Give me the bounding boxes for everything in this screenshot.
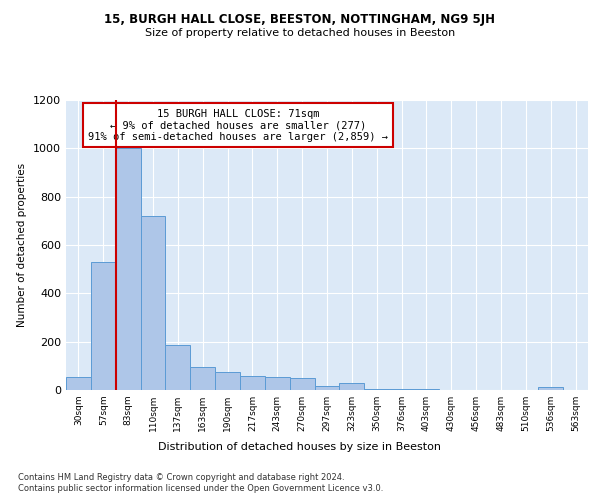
Bar	[140, 216, 166, 390]
Text: Contains public sector information licensed under the Open Government Licence v3: Contains public sector information licen…	[18, 484, 383, 493]
Text: Distribution of detached houses by size in Beeston: Distribution of detached houses by size …	[158, 442, 442, 452]
Bar	[265, 376, 290, 390]
Bar	[190, 367, 215, 390]
Bar	[116, 148, 140, 390]
Bar	[290, 378, 314, 390]
Bar	[215, 372, 240, 390]
Bar	[91, 262, 116, 390]
Y-axis label: Number of detached properties: Number of detached properties	[17, 163, 28, 327]
Bar	[314, 386, 340, 390]
Bar	[389, 389, 414, 390]
Text: 15 BURGH HALL CLOSE: 71sqm
← 9% of detached houses are smaller (277)
91% of semi: 15 BURGH HALL CLOSE: 71sqm ← 9% of detac…	[88, 108, 388, 142]
Bar	[414, 389, 439, 390]
Text: Contains HM Land Registry data © Crown copyright and database right 2024.: Contains HM Land Registry data © Crown c…	[18, 472, 344, 482]
Bar	[364, 389, 389, 390]
Bar	[240, 376, 265, 390]
Text: Size of property relative to detached houses in Beeston: Size of property relative to detached ho…	[145, 28, 455, 38]
Bar	[66, 376, 91, 390]
Bar	[166, 346, 190, 390]
Bar	[538, 387, 563, 390]
Text: 15, BURGH HALL CLOSE, BEESTON, NOTTINGHAM, NG9 5JH: 15, BURGH HALL CLOSE, BEESTON, NOTTINGHA…	[104, 12, 496, 26]
Bar	[340, 383, 364, 390]
